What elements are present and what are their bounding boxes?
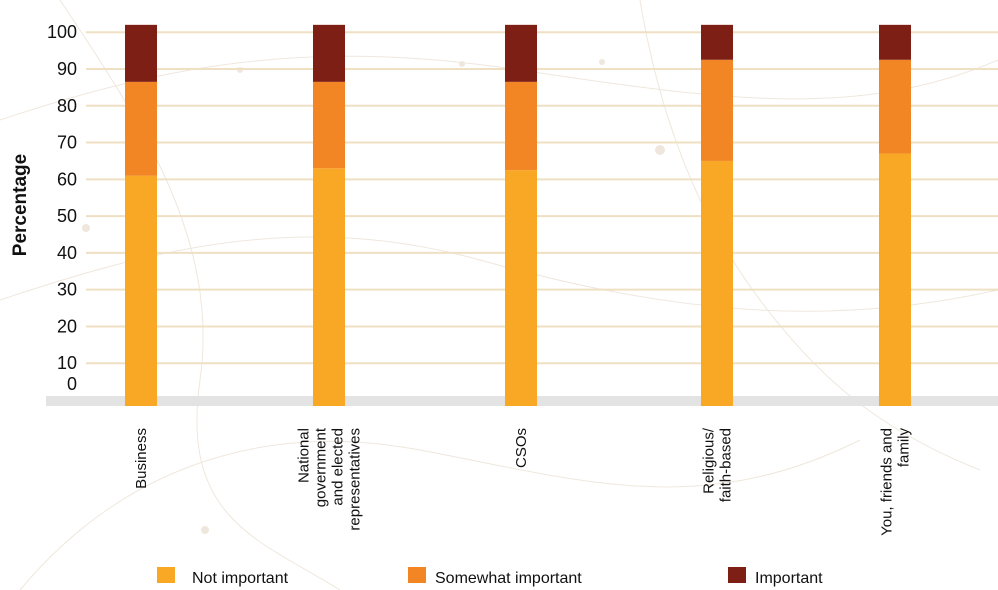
bar-segment	[701, 59, 733, 161]
legend-item: Not important	[157, 567, 289, 587]
bar-segment	[701, 160, 733, 406]
x-category-label-line: family	[896, 428, 913, 468]
x-category-label-line: government	[313, 427, 330, 507]
x-axis-category-labels: Business National government and elected rep…	[133, 427, 913, 536]
bar-segment	[505, 170, 537, 406]
legend-label: Important	[755, 570, 823, 587]
y-tick-label: 80	[57, 96, 77, 116]
x-category-label: CSOs	[513, 428, 530, 468]
bar-segment	[313, 81, 345, 169]
legend: Not important Somewhat important Important	[157, 567, 823, 587]
bar-segment	[505, 24, 537, 82]
bar-segment	[701, 24, 733, 60]
y-axis-ticks: 010 20 30 40 50 60 70 80 90 100	[47, 22, 77, 394]
y-tick-label: 40	[57, 243, 77, 263]
y-tick-label: 60	[57, 169, 77, 189]
legend-swatch	[157, 567, 175, 583]
gridlines	[86, 31, 998, 365]
y-tick-label: 20	[57, 316, 77, 336]
legend-item: Important	[728, 567, 823, 587]
bar-segment	[879, 59, 911, 154]
x-category-label: You, friends and family	[879, 428, 913, 536]
y-tick-label: 50	[57, 206, 77, 226]
x-category-label-line: National	[296, 428, 313, 483]
x-category-label: Religious/faith-based	[701, 427, 735, 502]
bar-segment	[879, 153, 911, 406]
bars	[125, 24, 911, 406]
x-category-label-line: faith-based	[718, 428, 735, 502]
x-category-label-line: Business	[133, 428, 150, 489]
bar-segment	[125, 24, 157, 82]
x-category-label-line: representatives	[347, 428, 364, 531]
y-tick-label: 70	[57, 133, 77, 153]
y-tick-label: 30	[57, 280, 77, 300]
legend-swatch	[408, 567, 426, 583]
y-axis-title: Percentage	[10, 154, 31, 256]
x-category-label: Business	[133, 428, 150, 489]
x-category-label-line: and elected	[330, 428, 347, 506]
legend-item: Somewhat important	[408, 567, 582, 587]
x-category-label-line: CSOs	[513, 428, 530, 468]
y-tick-label: 10	[57, 353, 77, 373]
bar-segment	[313, 24, 345, 82]
bar-segment	[505, 81, 537, 171]
x-category-label: National government and elected representat…	[296, 427, 364, 530]
y-tick-label: 0	[67, 374, 77, 394]
y-tick-label: 100	[47, 22, 77, 42]
x-category-label-line: Religious/	[701, 427, 718, 494]
bar-segment	[125, 81, 157, 176]
bar-segment	[879, 24, 911, 60]
legend-swatch	[728, 567, 746, 583]
x-category-label-line: You, friends and	[879, 428, 896, 536]
legend-label: Not important	[192, 570, 289, 587]
y-tick-label: 90	[57, 59, 77, 79]
bar-segment	[313, 168, 345, 406]
bar-segment	[125, 175, 157, 406]
legend-label: Somewhat important	[435, 570, 582, 587]
